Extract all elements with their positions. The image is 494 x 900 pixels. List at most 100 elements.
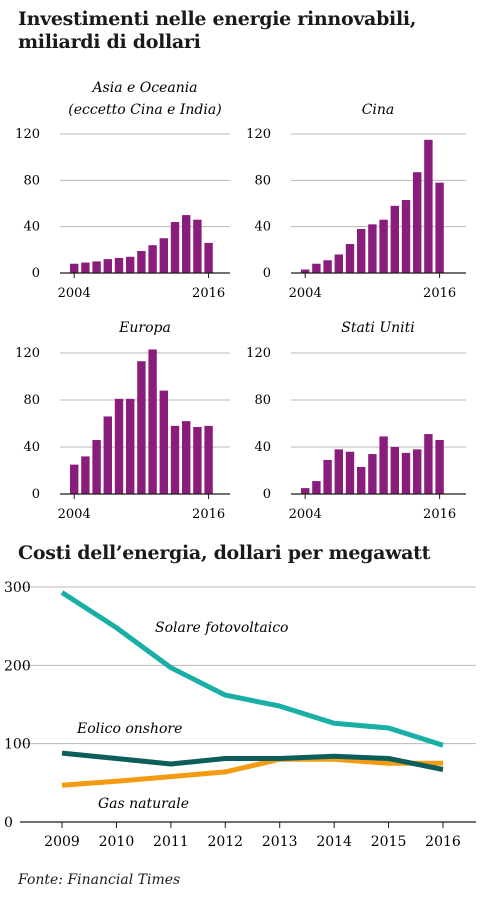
panel-3-x-tick-label: 2004 — [58, 507, 91, 522]
panel-3-bar — [182, 421, 191, 494]
panel-2-y-tick-label: 40 — [254, 220, 271, 235]
panel-2-bar — [323, 260, 332, 273]
panel-1-y-tick-label: 120 — [15, 127, 40, 142]
panel-3-bar — [170, 425, 180, 494]
panel-4-x-tick-label: 2004 — [289, 507, 322, 522]
panel-1-bar — [182, 215, 191, 273]
panel-3-bar — [204, 425, 213, 494]
panel-3-y-tick-label: 120 — [15, 346, 40, 361]
panel-1-x-tick-label: 2004 — [58, 286, 91, 301]
panel-3-bar — [148, 349, 157, 494]
line-chart-x-tick-label: 2011 — [153, 834, 189, 850]
panel-3-title: Europa — [118, 320, 171, 336]
source-note: Fonte: Financial Times — [18, 872, 181, 888]
panel-4-title: Stati Uniti — [341, 320, 415, 336]
panel-2-bar — [413, 172, 422, 273]
line-chart-x-tick-label: 2016 — [425, 834, 461, 850]
panel-4-bar — [323, 459, 332, 494]
panel-3-y-tick-label: 80 — [23, 393, 40, 408]
panel-2-bar — [379, 219, 388, 273]
panel-3-bar — [137, 361, 146, 494]
panel-4-bar — [334, 449, 343, 494]
line-chart-x-tick-label: 2012 — [207, 834, 243, 850]
panel-3-bar — [81, 456, 90, 494]
panel-2-bar — [312, 263, 321, 273]
panel-1-title: Asia e Oceania — [90, 80, 197, 96]
panel-3-y-tick-label: 40 — [23, 440, 40, 455]
panel-4-bar — [390, 447, 399, 494]
panel-3-bar — [126, 398, 135, 494]
panel-4-y-tick-label: 120 — [246, 346, 271, 361]
panel-4-bar — [413, 449, 422, 494]
panel-1-bar — [148, 245, 157, 273]
panel-1-y-tick-label: 80 — [23, 173, 40, 188]
panel-1-title: (eccetto Cina e India) — [68, 102, 221, 118]
panel-4-bar — [401, 452, 411, 494]
panel-1-bar — [204, 242, 213, 273]
panel-4-bar — [345, 451, 355, 494]
panel-2-bar — [334, 254, 343, 273]
series-label-wind: Eolico onshore — [76, 721, 182, 737]
panel-1-bar — [114, 257, 124, 273]
line-chart-x-tick-label: 2013 — [262, 834, 298, 850]
panel-4-bar — [301, 488, 310, 494]
panel-4-x-tick-label: 2016 — [423, 507, 456, 522]
panel-4-y-tick-label: 80 — [254, 393, 271, 408]
panel-2-y-tick-label: 0 — [263, 266, 271, 281]
panel-1-bar — [159, 238, 168, 273]
line-chart-x-tick-label: 2010 — [99, 834, 135, 850]
panel-3-bar — [159, 390, 168, 494]
panel-4-y-tick-label: 0 — [263, 487, 271, 502]
panel-1-y-tick-label: 0 — [32, 266, 40, 281]
line-chart-title: Costi dell’energia, dollari per megawatt — [18, 542, 431, 564]
panel-1-bar — [137, 250, 146, 273]
panel-2-bar — [301, 269, 310, 273]
line-chart-x-tick-label: 2014 — [316, 834, 352, 850]
panel-2-y-tick-label: 80 — [254, 173, 271, 188]
panel-3-bar — [193, 427, 202, 494]
chart-title-line1: Investimenti nelle energie rinnovabili, — [18, 8, 417, 30]
panel-4-bar — [435, 439, 444, 494]
panel-2-x-tick-label: 2016 — [423, 286, 456, 301]
panel-3-y-tick-label: 0 — [32, 487, 40, 502]
panel-1-bar — [170, 222, 180, 273]
panel-1-bar — [81, 262, 90, 273]
chart-title-line2: miliardi di dollari — [18, 31, 201, 53]
panel-1-x-tick-label: 2016 — [192, 286, 225, 301]
panel-4-bar — [357, 466, 366, 494]
panel-3-bar — [70, 464, 79, 494]
line-chart-x-tick-label: 2015 — [371, 834, 407, 850]
panel-2-bar — [345, 244, 355, 273]
panel-3-x-tick-label: 2016 — [192, 507, 225, 522]
line-chart-x-tick-label: 2009 — [44, 834, 80, 850]
panel-2-title: Cina — [362, 102, 395, 118]
panel-4-bar — [424, 434, 433, 494]
panel-2-bar — [435, 182, 444, 273]
panel-1-y-tick-label: 40 — [23, 220, 40, 235]
line-chart-y-tick-label: 0 — [4, 815, 13, 831]
panel-2-bar — [390, 205, 399, 273]
panel-2-bar — [401, 200, 411, 273]
series-line-solar — [60, 590, 444, 748]
panel-4-bar — [368, 454, 377, 494]
line-chart-y-tick-label: 200 — [4, 658, 31, 674]
panel-3-bar — [114, 398, 124, 494]
panel-1-bar — [70, 263, 79, 273]
series-line-gas — [61, 756, 443, 788]
panel-4-y-tick-label: 40 — [254, 440, 271, 455]
panel-1-bar — [126, 256, 135, 273]
panel-4-bar — [312, 481, 321, 494]
panel-2-x-tick-label: 2004 — [289, 286, 322, 301]
panel-3-bar — [103, 416, 112, 494]
chart-title: Investimenti nelle energie rinnovabili, … — [18, 8, 478, 54]
panel-2-bar — [357, 228, 366, 273]
panel-2-bar — [424, 139, 433, 273]
panel-1-bar — [103, 259, 112, 273]
series-label-gas: Gas naturale — [98, 796, 189, 812]
series-label-solar: Solare fotovoltaico — [155, 620, 288, 636]
panel-4-bar — [379, 436, 388, 494]
line-chart-y-tick-label: 100 — [4, 737, 31, 753]
panel-1-bar — [92, 261, 101, 273]
panel-3-bar — [92, 439, 101, 494]
